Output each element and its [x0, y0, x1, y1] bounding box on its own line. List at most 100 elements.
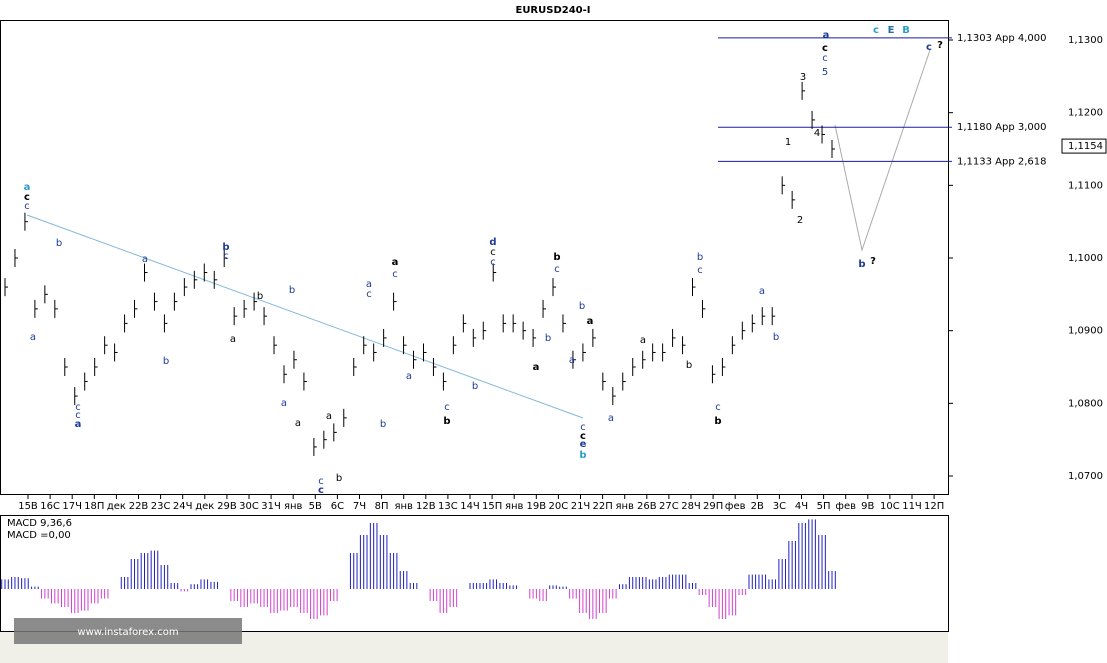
wave-label: ? — [870, 256, 876, 267]
x-tick-label: 10С — [880, 501, 900, 512]
x-tick-label: дек — [195, 501, 214, 512]
wave-label: c — [490, 257, 496, 268]
wave-label: b — [553, 252, 560, 263]
macd-label: MACD 9,36,6 — [7, 518, 72, 529]
x-tick-label: 12В — [416, 501, 436, 512]
x-tick-label: 31Ч — [261, 501, 281, 512]
trend-line — [26, 214, 584, 419]
wave-label: a — [392, 257, 399, 268]
wave-label: b — [380, 419, 386, 430]
level-label: 1,1303 App 4,000 — [957, 33, 1047, 44]
x-tick-label: 15В — [18, 501, 38, 512]
wave-label: a — [823, 30, 830, 41]
wave-label: b — [257, 291, 263, 302]
x-tick-label: фев — [725, 501, 746, 512]
wave-label: a — [142, 254, 148, 265]
wave-label: b — [773, 332, 779, 343]
wave-label: a — [75, 419, 82, 430]
current-price-box — [1061, 138, 1107, 154]
x-tick-label: 15П — [482, 501, 502, 512]
x-tick-label: 19В — [527, 501, 547, 512]
x-tick-label: 12П — [924, 501, 944, 512]
wave-label: a — [24, 182, 31, 193]
wave-label: c — [580, 422, 586, 433]
x-tick-label: 5П — [817, 501, 831, 512]
wave-label: a — [533, 362, 540, 373]
wave-label: c — [822, 43, 828, 54]
wave-label: e — [580, 439, 587, 450]
wave-label: 3 — [800, 72, 806, 83]
x-tick-label: янв — [284, 501, 303, 512]
wave-label: a — [326, 411, 332, 422]
wave-label: ? — [937, 40, 943, 51]
x-tick-label: 5В — [309, 501, 322, 512]
wave-label: a — [30, 332, 36, 343]
macd-value: MACD =0,00 — [7, 530, 71, 541]
wave-label: c — [318, 476, 324, 487]
x-tick-label: янв — [615, 501, 634, 512]
x-tick-label: 4Ч — [795, 501, 808, 512]
x-tick-label: дек — [107, 501, 126, 512]
x-tick-label: 28Ч — [681, 501, 701, 512]
wave-label: b — [858, 259, 865, 270]
chart-title: EURUSD240-I — [515, 5, 590, 16]
y-tick-label: 1,1200 — [1068, 108, 1103, 119]
y-tick-label: 1,1100 — [1068, 180, 1103, 191]
wave-label: c — [873, 25, 879, 36]
wave-label: b — [443, 416, 450, 427]
x-tick-label: 6С — [331, 501, 344, 512]
wave-label: E — [888, 25, 895, 36]
x-tick-label: 17Ч — [62, 501, 82, 512]
x-tick-label: 30С — [239, 501, 259, 512]
current-price-label: 1,1154 — [1068, 141, 1103, 152]
wave-label: a — [759, 286, 765, 297]
wave-label: b — [336, 473, 342, 484]
x-tick-label: 22П — [592, 501, 612, 512]
wave-label: a — [281, 398, 287, 409]
x-tick-label: 23С — [151, 501, 171, 512]
wave-label: a — [406, 371, 412, 382]
wave-label: c — [223, 251, 229, 262]
x-tick-label: 8П — [375, 501, 389, 512]
wave-label: b — [56, 238, 62, 249]
x-tick-label: фев — [835, 501, 856, 512]
x-tick-label: янв — [394, 501, 413, 512]
wave-label: a — [366, 279, 372, 290]
wave-label: c — [24, 192, 30, 203]
wave-label: a — [569, 355, 575, 366]
wave-label: c — [554, 264, 560, 275]
wave-label: b — [579, 450, 586, 461]
wave-label: c — [75, 410, 81, 421]
wave-label: c — [318, 485, 324, 496]
wave-label: c — [697, 265, 703, 276]
wave-label: b — [714, 416, 721, 427]
wave-label: 5 — [822, 67, 828, 78]
x-tick-label: 26В — [637, 501, 657, 512]
macd-panel — [0, 515, 949, 632]
x-tick-label: 27С — [659, 501, 679, 512]
y-tick-label: 1,1000 — [1068, 253, 1103, 264]
x-tick-label: 16С — [40, 501, 60, 512]
wave-label: b — [686, 360, 692, 371]
x-tick-label: 18П — [84, 501, 104, 512]
wave-label: 2 — [797, 215, 803, 226]
x-tick-label: 20С — [549, 501, 569, 512]
wave-label: 4 — [814, 128, 820, 139]
wave-label: c — [444, 402, 450, 413]
wave-label: b — [163, 356, 169, 367]
x-tick-label: 14Ч — [460, 501, 480, 512]
x-tick-label: 21Ч — [571, 501, 591, 512]
watermark: www.instaforex.com — [77, 627, 178, 638]
watermark-box — [14, 618, 242, 644]
x-tick-label: 2В — [751, 501, 764, 512]
y-tick-label: 1,0900 — [1068, 326, 1103, 337]
wave-label: c — [366, 289, 372, 300]
x-tick-label: 11Ч — [902, 501, 922, 512]
level-label: 1,1180 App 3,000 — [957, 122, 1047, 133]
wave-label: c — [580, 431, 586, 442]
y-tick-label: 1,0800 — [1068, 398, 1103, 409]
wave-label: a — [587, 316, 594, 327]
wave-label: c — [24, 201, 30, 212]
